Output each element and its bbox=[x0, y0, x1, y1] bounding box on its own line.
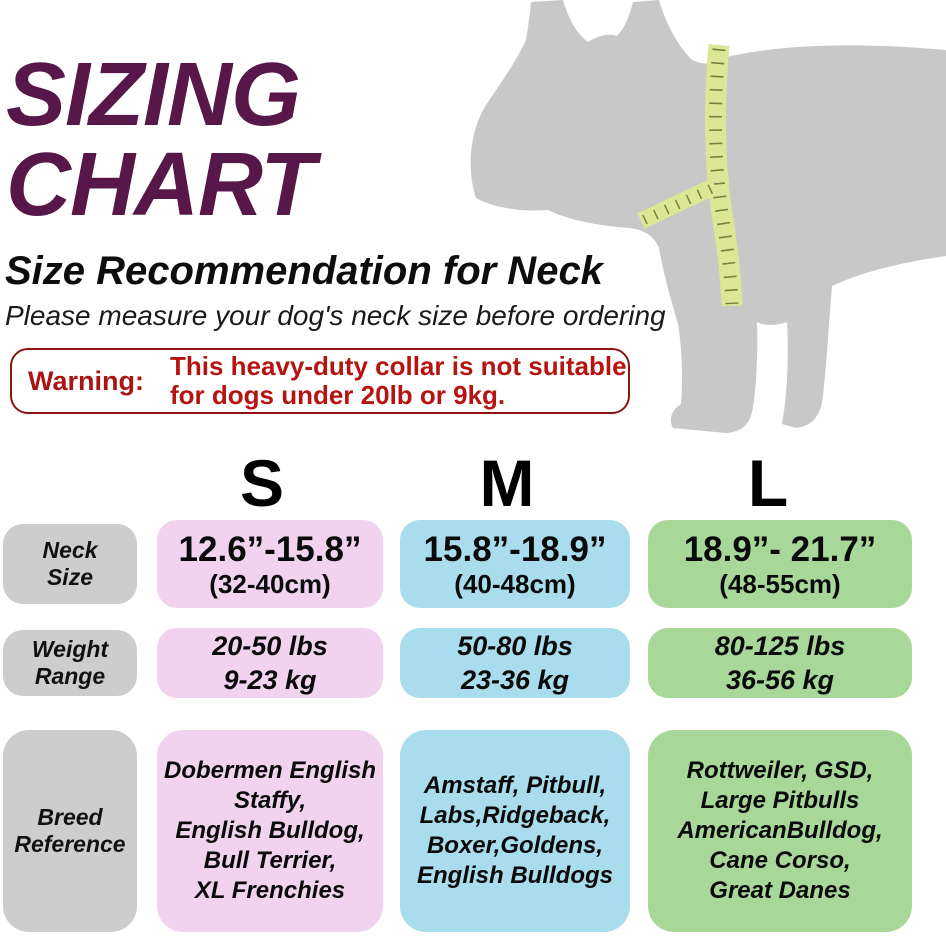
warning-text: This heavy-duty collar is not suitable f… bbox=[170, 352, 627, 410]
row-header-breed-reference: Breed Reference bbox=[3, 730, 137, 932]
cell-weight-range-l: 80-125 lbs 36-56 kg bbox=[648, 628, 912, 698]
neck-size-m-inches: 15.8”-18.9” bbox=[423, 530, 607, 569]
neck-size-m-cm: (40-48cm) bbox=[454, 569, 576, 599]
row-header-neck-size: Neck Size bbox=[3, 524, 137, 604]
cell-neck-size-m: 15.8”-18.9” (40-48cm) bbox=[400, 520, 630, 608]
size-header-m: M bbox=[479, 446, 535, 520]
weight-s-lbs: 20-50 lbs bbox=[212, 631, 328, 661]
warning-box: Warning: This heavy-duty collar is not s… bbox=[10, 348, 630, 414]
neck-size-l-cm: (48-55cm) bbox=[719, 569, 841, 599]
weight-l-lbs: 80-125 lbs bbox=[714, 631, 846, 661]
page-title: SIZING CHART bbox=[6, 45, 315, 235]
cell-neck-size-s: 12.6”-15.8” (32-40cm) bbox=[157, 520, 383, 608]
neck-size-s-cm: (32-40cm) bbox=[209, 569, 331, 599]
weight-m-lbs: 50-80 lbs bbox=[457, 631, 573, 661]
page-title-line1: SIZING bbox=[6, 45, 301, 145]
page-subtitle: Size Recommendation for Neck bbox=[5, 249, 603, 293]
warning-text-line2: for dogs under 20lb or 9kg. bbox=[169, 380, 506, 410]
cell-neck-size-l: 18.9”- 21.7” (48-55cm) bbox=[648, 520, 912, 608]
cell-breed-reference-l: Rottweiler, GSD, Large Pitbulls American… bbox=[648, 730, 912, 932]
cell-breed-reference-s: Dobermen English Staffy, English Bulldog… bbox=[157, 730, 383, 932]
breeds-m: Amstaff, Pitbull, Labs,Ridgeback, Boxer,… bbox=[417, 772, 613, 889]
measuring-tape-branch-ticks bbox=[641, 184, 714, 225]
measure-note: Please measure your dog's neck size befo… bbox=[5, 300, 666, 331]
neck-size-s-inches: 12.6”-15.8” bbox=[178, 530, 362, 569]
breeds-l: Rottweiler, GSD, Large Pitbulls American… bbox=[677, 757, 883, 904]
size-header-s: S bbox=[239, 446, 285, 520]
weight-l-kg: 36-56 kg bbox=[725, 665, 835, 695]
breeds-s: Dobermen English Staffy, English Bulldog… bbox=[163, 757, 377, 904]
row-header-weight-range: Weight Range bbox=[3, 630, 137, 696]
cell-weight-range-s: 20-50 lbs 9-23 kg bbox=[157, 628, 383, 698]
neck-size-l-inches: 18.9”- 21.7” bbox=[683, 530, 877, 569]
cell-breed-reference-m: Amstaff, Pitbull, Labs,Ridgeback, Boxer,… bbox=[400, 730, 630, 932]
dog-silhouette-illustration bbox=[470, 0, 946, 433]
page-title-line2: CHART bbox=[6, 135, 315, 235]
dog-body-shape bbox=[470, 0, 946, 433]
weight-s-kg: 9-23 kg bbox=[223, 665, 317, 695]
cell-weight-range-m: 50-80 lbs 23-36 kg bbox=[400, 628, 630, 698]
size-header-l: L bbox=[747, 446, 789, 520]
weight-m-kg: 23-36 kg bbox=[460, 665, 570, 695]
warning-label: Warning: bbox=[28, 365, 144, 396]
warning-text-line1: This heavy-duty collar is not suitable bbox=[169, 351, 627, 381]
